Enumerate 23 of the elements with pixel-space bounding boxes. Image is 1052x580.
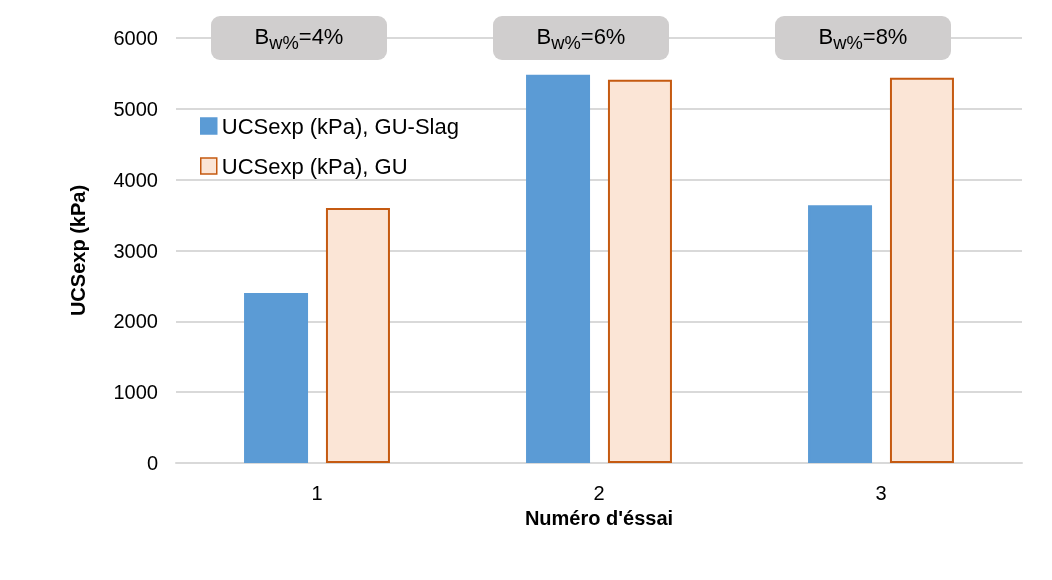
bar bbox=[244, 293, 309, 463]
x-axis-title: Numéro d'éssai bbox=[524, 507, 674, 529]
legend-label: UCSexp (kPa), GU-Slag bbox=[221, 113, 459, 139]
annotation: B$_{w%}$=4% bbox=[254, 24, 344, 55]
y-tick-label: 0 bbox=[146, 452, 158, 474]
bar bbox=[607, 79, 672, 463]
x-tick-label: 3 bbox=[875, 482, 887, 504]
bar bbox=[889, 77, 954, 463]
x-tick-label: 1 bbox=[311, 482, 323, 504]
y-axis-title: UCSexp (kPa) bbox=[67, 184, 89, 317]
legend-label: UCSexp (kPa), GU bbox=[221, 153, 408, 179]
annotation: B$_{w%}$=6% bbox=[536, 24, 626, 55]
y-tick-label: 6000 bbox=[113, 27, 158, 49]
y-tick-label: 5000 bbox=[113, 97, 158, 120]
bar bbox=[526, 74, 591, 463]
y-tick-label: 4000 bbox=[113, 168, 158, 191]
x-tick-label: 2 bbox=[593, 482, 605, 504]
y-tick-label: 1000 bbox=[113, 381, 158, 404]
annotation: B$_{w%}$=8% bbox=[818, 24, 908, 55]
bar bbox=[808, 205, 873, 463]
y-tick-label: 2000 bbox=[113, 310, 158, 333]
y-tick-label: 3000 bbox=[113, 239, 158, 262]
bar bbox=[325, 208, 390, 463]
